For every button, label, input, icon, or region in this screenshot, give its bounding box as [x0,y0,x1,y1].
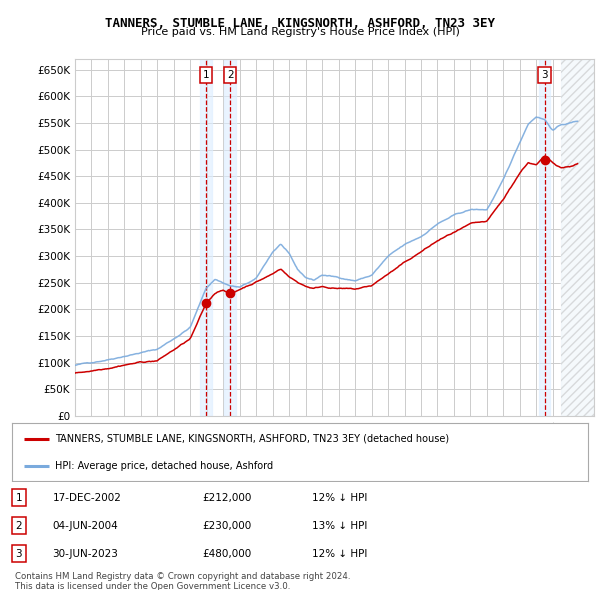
Text: 1: 1 [203,70,209,80]
Text: TANNERS, STUMBLE LANE, KINGSNORTH, ASHFORD, TN23 3EY (detached house): TANNERS, STUMBLE LANE, KINGSNORTH, ASHFO… [55,434,449,444]
Text: 13% ↓ HPI: 13% ↓ HPI [311,521,367,530]
Text: HPI: Average price, detached house, Ashford: HPI: Average price, detached house, Ashf… [55,461,274,471]
Text: £480,000: £480,000 [202,549,251,559]
Bar [539,59,550,416]
Text: 2: 2 [227,70,233,80]
Text: 1: 1 [16,493,22,503]
Text: £212,000: £212,000 [202,493,251,503]
Text: 17-DEC-2002: 17-DEC-2002 [52,493,121,503]
Text: Price paid vs. HM Land Registry's House Price Index (HPI): Price paid vs. HM Land Registry's House … [140,27,460,37]
Text: 12% ↓ HPI: 12% ↓ HPI [311,493,367,503]
Text: 3: 3 [541,70,548,80]
Bar [200,59,212,416]
Text: 12% ↓ HPI: 12% ↓ HPI [311,549,367,559]
Text: 3: 3 [16,549,22,559]
Text: 30-JUN-2023: 30-JUN-2023 [52,549,118,559]
Text: TANNERS, STUMBLE LANE, KINGSNORTH, ASHFORD, TN23 3EY: TANNERS, STUMBLE LANE, KINGSNORTH, ASHFO… [105,17,495,30]
Text: 04-JUN-2004: 04-JUN-2004 [52,521,118,530]
Bar [561,59,594,416]
Bar [224,59,236,416]
Bar [561,59,594,416]
Text: £230,000: £230,000 [202,521,251,530]
Text: Contains HM Land Registry data © Crown copyright and database right 2024.: Contains HM Land Registry data © Crown c… [15,572,350,581]
Text: This data is licensed under the Open Government Licence v3.0.: This data is licensed under the Open Gov… [15,582,290,590]
Text: 2: 2 [16,521,22,530]
Bar [561,59,594,416]
